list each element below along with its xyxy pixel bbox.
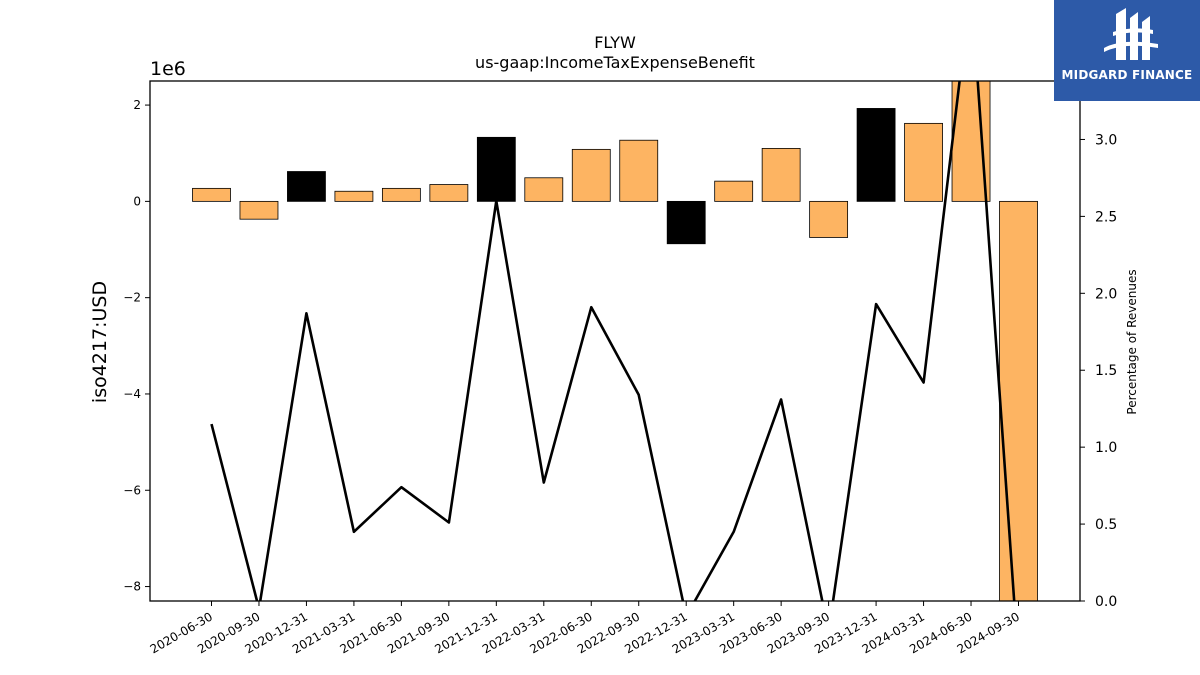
y-tick-label: 2 [133,98,141,112]
y-tick-label: 0 [133,194,141,208]
bar-2022-12-31 [666,200,706,245]
y2-tick-label: 0.5 [1095,517,1117,533]
line-layer [210,81,1016,601]
midgard-logo-icon [1104,8,1158,60]
y-tick-label: −2 [123,291,141,305]
y-tick-label: −8 [123,580,141,594]
y2-tick-label: 1.5 [1095,363,1117,379]
plot-frame [149,80,1081,602]
y2-tick-label: 0.0 [1095,594,1117,610]
ratio-line [210,81,1016,601]
bar-2020-12-31 [287,171,326,202]
bar-2021-09-30 [429,184,469,202]
y-offset-label: 1e6 [150,58,186,80]
bar-2023-12-31 [856,108,896,202]
bar-2023-09-30 [809,200,849,238]
chart-title: FLYW [594,33,636,52]
bar-2022-09-30 [619,139,659,202]
y2-tick-label: 2.0 [1095,286,1117,302]
y-tick-label: −4 [123,387,141,401]
bar-2020-06-30 [192,187,231,202]
bar-2022-06-30 [571,148,611,202]
logo-text: MIDGARD FINANCE [1061,68,1193,82]
bar-2023-06-30 [761,148,801,202]
y2-tick-label: 3.0 [1095,132,1117,148]
bar-2024-09-30 [999,200,1038,601]
chart-subtitle: us-gaap:IncomeTaxExpenseBenefit [475,53,755,72]
bars-layer [192,81,1038,601]
bar-2021-12-31 [476,136,516,202]
y-tick-label: −6 [123,483,141,497]
y2-tick-label: 2.5 [1095,209,1117,225]
y2-axis-label: Percentage of Revenues [1125,269,1139,414]
bar-2023-03-31 [714,180,754,202]
bar-2021-06-30 [381,187,421,202]
bar-2021-03-31 [334,190,374,202]
midgard-finance-logo: MIDGARD FINANCE [1054,0,1200,101]
bar-2022-03-31 [524,177,564,202]
bar-2024-03-31 [904,122,943,202]
y-axis-label: iso4217:USD [89,281,111,403]
bar-2020-09-30 [239,200,279,220]
y2-tick-label: 1.0 [1095,440,1117,456]
